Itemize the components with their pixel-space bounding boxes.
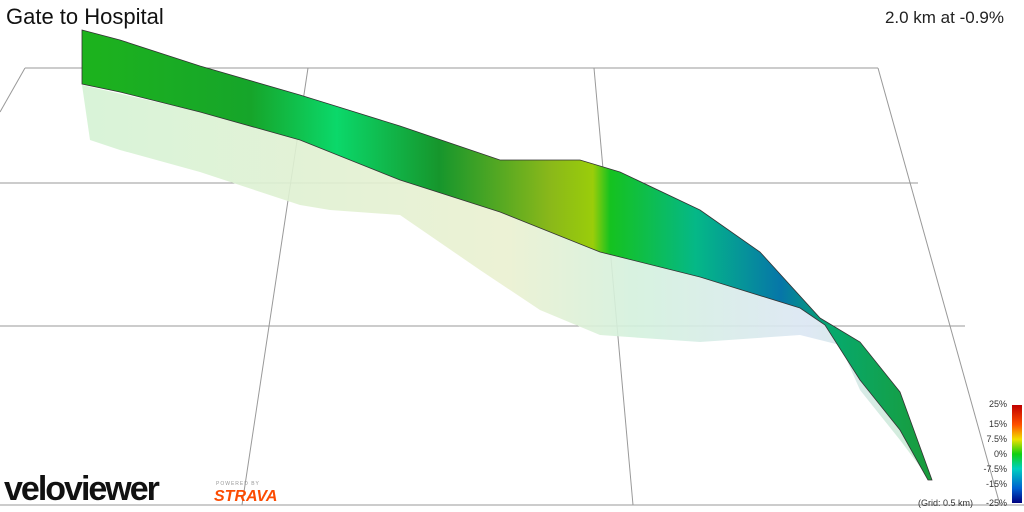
- legend-label: -7.5%: [983, 464, 1007, 474]
- legend-label: -15%: [985, 479, 1007, 489]
- grid-line: [877, 67, 1001, 506]
- route-title: Gate to Hospital: [6, 4, 164, 29]
- legend-label: 0%: [993, 449, 1007, 459]
- route-summary: 2.0 km at -0.9%: [884, 8, 1004, 27]
- profile-ribbon: [81, 29, 933, 481]
- legend-label: 7.5%: [986, 434, 1007, 444]
- legend-label: 25%: [988, 399, 1007, 409]
- slope-scale: [1012, 405, 1022, 503]
- legend-label: 15%: [988, 419, 1007, 429]
- partner-logo: STRAVA: [214, 488, 278, 505]
- legend-label: -25%: [985, 498, 1007, 508]
- grid-note: (Grid: 0.5 km): [918, 498, 974, 508]
- powered-by: POWERED BY: [216, 481, 260, 487]
- profile-shadow: [82, 85, 930, 480]
- grid-line: [0, 67, 26, 113]
- logo: veloviewer: [4, 470, 160, 508]
